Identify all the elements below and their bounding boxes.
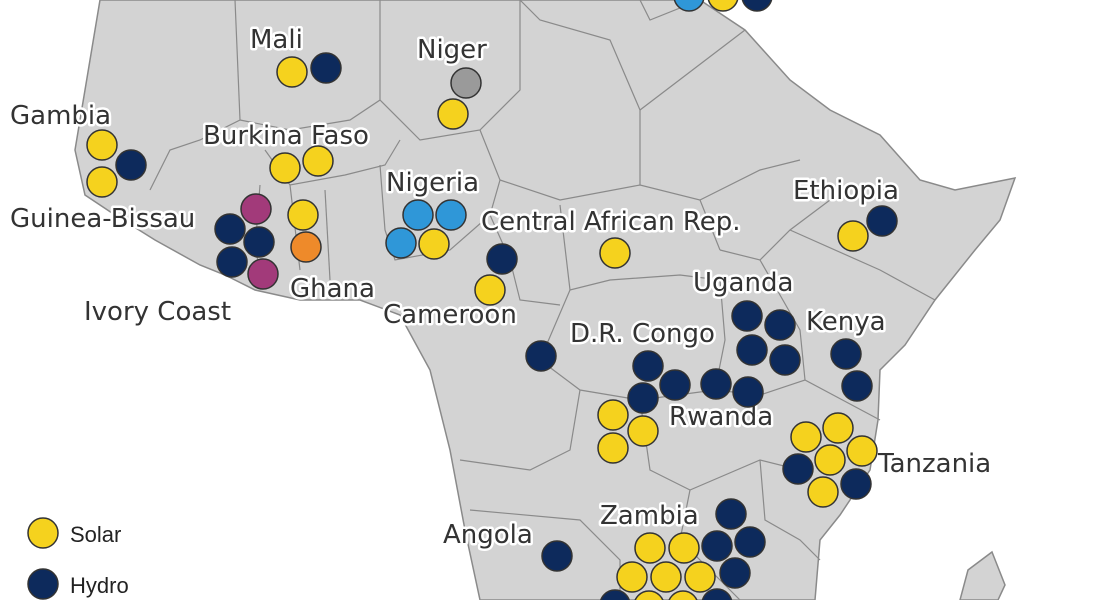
marker-hydro bbox=[486, 243, 518, 275]
marker-magenta bbox=[240, 193, 272, 225]
marker-solar bbox=[846, 435, 878, 467]
marker-solar bbox=[707, 0, 739, 12]
label-niger: Niger bbox=[417, 35, 487, 65]
marker-solar bbox=[807, 476, 839, 508]
marker-solar bbox=[790, 421, 822, 453]
marker-solar bbox=[418, 228, 450, 260]
marker-solar bbox=[597, 432, 629, 464]
marker-hydro bbox=[216, 246, 248, 278]
marker-hydro bbox=[627, 382, 659, 414]
marker-hydro bbox=[541, 540, 573, 572]
marker-hydro bbox=[600, 589, 630, 600]
marker-hydro bbox=[700, 368, 732, 400]
country-borders bbox=[149, 0, 936, 600]
marker-hydro bbox=[115, 149, 147, 181]
label-angola: Angola bbox=[443, 520, 533, 550]
project-markers bbox=[86, 0, 898, 600]
marker-gray bbox=[450, 67, 482, 99]
marker-solar bbox=[814, 444, 846, 476]
legend: Solar Hydro bbox=[27, 517, 129, 600]
marker-hydro bbox=[866, 205, 898, 237]
label-nigeria: Nigeria bbox=[386, 168, 479, 198]
legend-solar-label: Solar bbox=[70, 522, 121, 547]
label-burkina-faso: Burkina Faso bbox=[203, 121, 369, 151]
marker-hydro bbox=[734, 526, 766, 558]
label-central-african-rep: Central African Rep. bbox=[481, 207, 741, 237]
marker-hydro bbox=[715, 498, 747, 530]
label-ghana: Ghana bbox=[290, 274, 375, 304]
marker-hydro bbox=[701, 588, 733, 600]
legend-solar-swatch bbox=[27, 517, 59, 549]
marker-hydro bbox=[840, 468, 872, 500]
label-rwanda: Rwanda bbox=[669, 402, 773, 432]
label-dr-congo: D.R. Congo bbox=[570, 319, 715, 349]
marker-hydro bbox=[841, 370, 873, 402]
legend-hydro-swatch bbox=[27, 568, 59, 600]
marker-hydro bbox=[632, 350, 664, 382]
label-mali: Mali bbox=[250, 25, 303, 55]
marker-solar bbox=[474, 274, 506, 306]
marker-solar bbox=[269, 152, 301, 184]
marker-solar bbox=[86, 129, 118, 161]
marker-solar bbox=[668, 590, 698, 600]
label-ivory-coast: Ivory Coast bbox=[84, 297, 231, 327]
madagascar-landmass bbox=[959, 550, 1006, 600]
marker-light-blue bbox=[435, 199, 467, 231]
marker-solar bbox=[684, 561, 716, 593]
label-zambia: Zambia bbox=[600, 501, 699, 531]
marker-solar bbox=[86, 166, 118, 198]
marker-hydro bbox=[243, 226, 275, 258]
marker-solar bbox=[837, 220, 869, 252]
marker-solar bbox=[650, 561, 682, 593]
label-gambia: Gambia bbox=[10, 101, 111, 131]
marker-hydro bbox=[731, 300, 763, 332]
marker-hydro bbox=[782, 453, 814, 485]
marker-hydro bbox=[732, 376, 764, 408]
marker-solar bbox=[627, 415, 659, 447]
legend-hydro-label: Hydro bbox=[70, 573, 129, 598]
label-ethiopia: Ethiopia bbox=[793, 176, 899, 206]
marker-solar bbox=[634, 590, 664, 600]
label-cameroon: Cameroon bbox=[383, 300, 517, 330]
marker-solar bbox=[597, 399, 629, 431]
marker-hydro bbox=[741, 0, 773, 12]
marker-magenta bbox=[247, 258, 279, 290]
marker-solar bbox=[616, 561, 648, 593]
marker-light-blue bbox=[385, 227, 417, 259]
marker-hydro bbox=[764, 309, 796, 341]
marker-hydro bbox=[701, 530, 733, 562]
marker-solar bbox=[822, 412, 854, 444]
marker-light-blue bbox=[402, 199, 434, 231]
marker-hydro bbox=[830, 338, 862, 370]
marker-hydro bbox=[659, 369, 691, 401]
marker-hydro bbox=[214, 213, 246, 245]
marker-solar bbox=[287, 199, 319, 231]
marker-solar bbox=[276, 56, 308, 88]
marker-solar bbox=[599, 237, 631, 269]
marker-hydro bbox=[719, 557, 751, 589]
marker-hydro bbox=[310, 52, 342, 84]
marker-solar bbox=[437, 98, 469, 130]
marker-hydro bbox=[736, 334, 768, 366]
label-uganda: Uganda bbox=[693, 268, 793, 298]
marker-hydro bbox=[769, 344, 801, 376]
marker-solar bbox=[668, 532, 700, 564]
label-guinea-bissau: Guinea-Bissau bbox=[10, 204, 195, 234]
label-kenya: Kenya bbox=[806, 307, 886, 337]
label-tanzania: Tanzania bbox=[877, 449, 991, 479]
marker-hydro bbox=[525, 340, 557, 372]
marker-light-blue bbox=[673, 0, 705, 12]
marker-orange bbox=[290, 231, 322, 263]
country-labels: Mali Niger Gambia Burkina Faso Nigeria E… bbox=[8, 23, 994, 553]
marker-solar bbox=[634, 532, 666, 564]
marker-solar bbox=[302, 145, 334, 177]
